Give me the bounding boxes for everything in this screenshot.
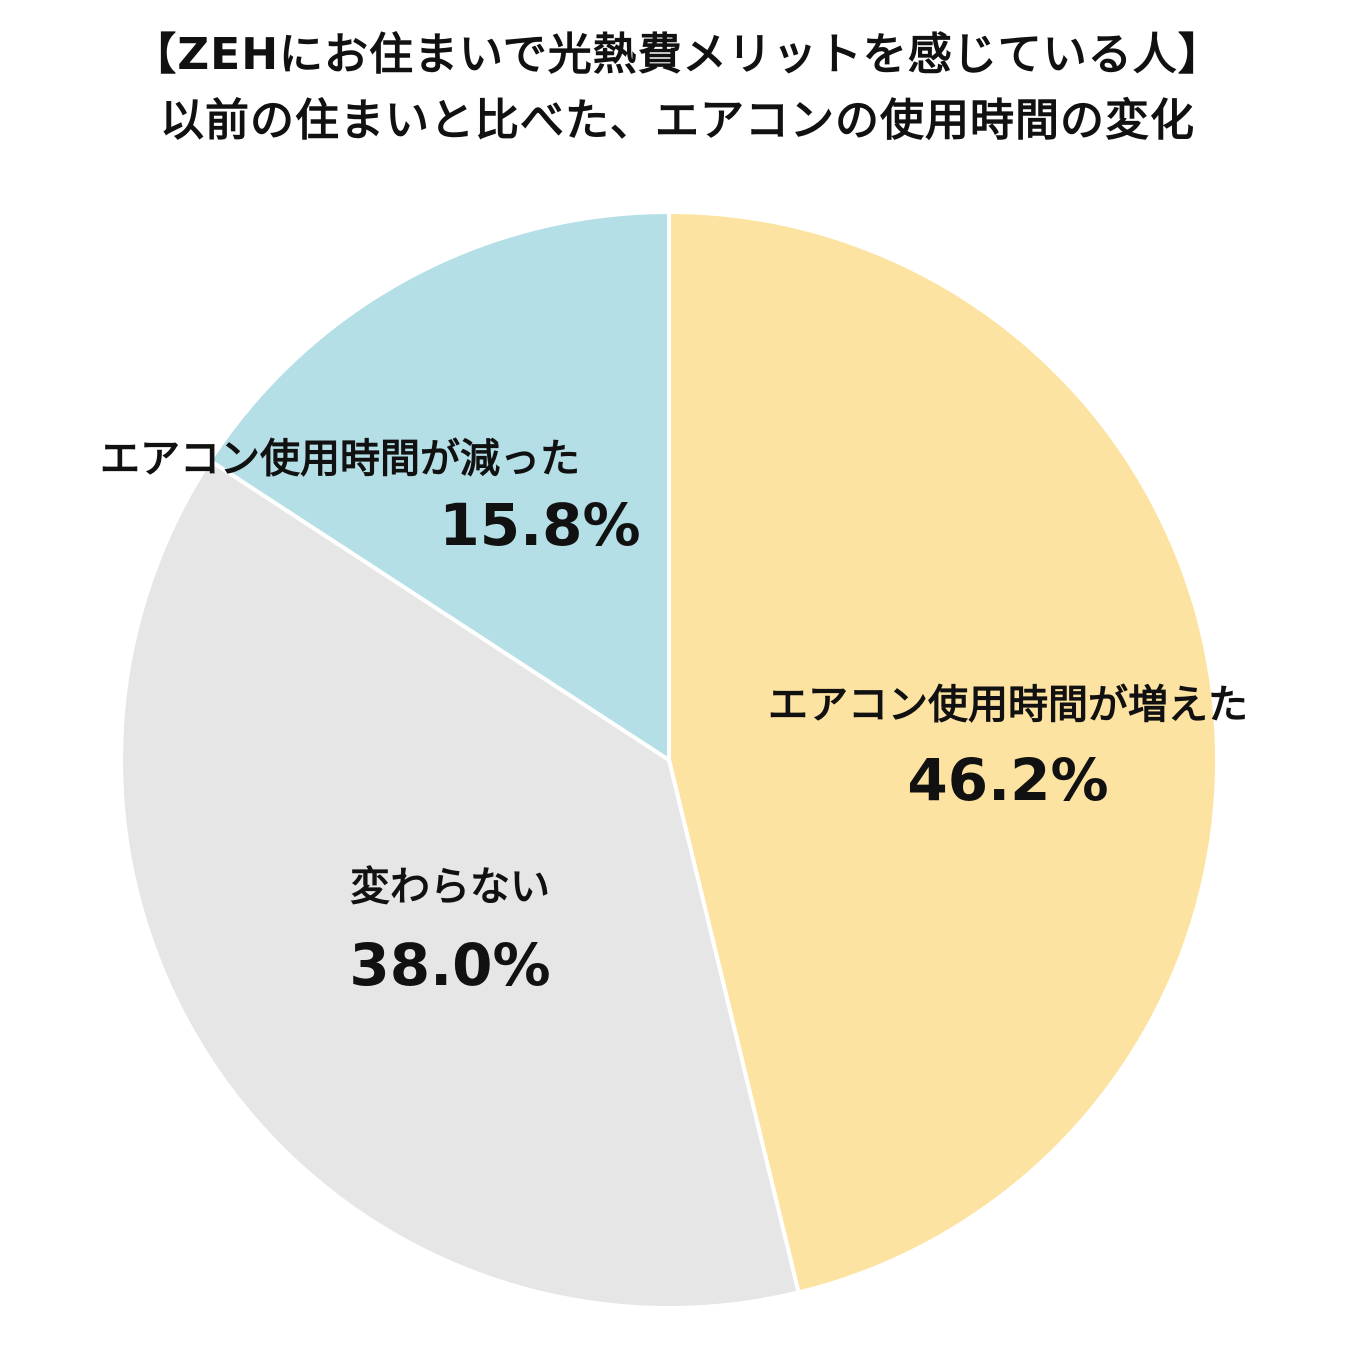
pie-slice-1 [667,210,1219,1295]
slice-value-1: 46.2% [907,746,1108,814]
slice-label-3: エアコン使用時間が減った [100,436,580,482]
chart-title-line-1: 【ZEHにお住まいで光熱費メリットを感じている人】 [132,29,1223,80]
pie-labels: エアコン使用時間が増えた 46.2% 変わらない 38.0% エアコン使用時間が減った 1… [100,436,1248,999]
pie-slice-3 [208,210,671,762]
pie-slice-2 [119,458,801,1310]
slice-value-2: 38.0% [349,931,550,999]
slice-value-3: 15.8% [439,491,640,559]
slice-label-2: 変わらない [350,864,550,910]
pie-slices [119,210,1219,1310]
slice-label-1: エアコン使用時間が増えた [768,682,1248,728]
chart-title-line-2: 以前の住まいと比べた、エアコンの使用時間の変化 [160,95,1195,146]
